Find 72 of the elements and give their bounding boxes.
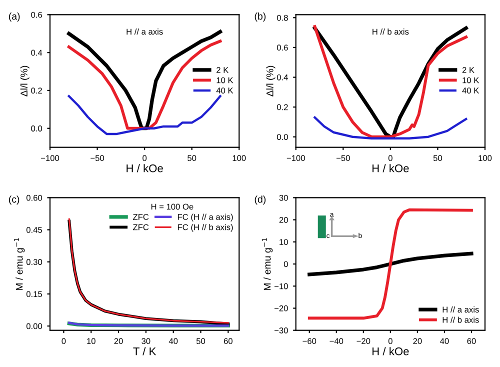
legend-label: H // a axis (442, 306, 479, 313)
y-tick-label: 0.45 (26, 226, 42, 233)
x-tick-label: 100 (232, 155, 246, 162)
y-tick-label: 0.60 (26, 194, 42, 201)
y-tick-label: 0.4 (31, 50, 42, 56)
x-tick-label: 10 (87, 338, 96, 344)
x-tick-label: 50 (196, 338, 206, 344)
x-tick-label: 50 (433, 155, 442, 162)
y-tick-label: 0.4 (276, 74, 288, 80)
x-tick-label: 30 (142, 338, 150, 344)
x-tick-label: 0 (62, 338, 66, 344)
x-axis-title: H / kOe (126, 164, 163, 172)
x-tick-label: 50 (188, 155, 196, 162)
y-tick-label: 20 (279, 216, 288, 223)
y-tick-label: 0.0 (31, 126, 42, 132)
legend-label: FC (H // a axis) (178, 214, 233, 222)
y-tick-label: −30 (274, 328, 288, 334)
x-tick-label: 40 (168, 338, 178, 344)
x-tick-label: −100 (41, 155, 60, 162)
y-tick-label: 0.8 (276, 14, 288, 21)
y-tick-label: 0.6 (276, 44, 288, 51)
legend-label: FC (H // b axis) (178, 224, 233, 232)
x-tick-label: −50 (336, 155, 350, 162)
legend-label: ZFC (133, 224, 149, 230)
y-tick-label: 0.00 (26, 323, 42, 330)
y-tick-label: 0.2 (276, 104, 288, 110)
legend-label: 2 K (462, 67, 474, 73)
x-tick-label: −100 (286, 155, 305, 162)
y-axis-title: Δl/l (%) (266, 66, 276, 96)
x-tick-label: 0 (388, 338, 392, 344)
legend-label: 40 K (462, 88, 480, 94)
x-axis-title: H / kOe (372, 347, 409, 356)
x-tick-label: 20 (413, 338, 422, 344)
y-tick-label: 0.15 (26, 291, 42, 298)
y-tick-label: 0.30 (26, 259, 42, 265)
y-tick-label: 30 (279, 194, 288, 201)
chart-title: (c) (8, 196, 20, 205)
legend-label: H // b axis (442, 316, 479, 323)
y-tick-label: 0.2 (31, 88, 42, 94)
legend-label: 40 K (216, 88, 234, 94)
chart-title: (d) (254, 196, 266, 205)
chart-title: (a) (8, 12, 20, 22)
chart-title: (b) (254, 12, 266, 22)
x-tick-label: −20 (356, 338, 370, 344)
x-tick-label: 0 (142, 155, 147, 162)
y-tick-label: 0 (284, 261, 288, 268)
annotation: H // a axis (126, 28, 163, 35)
x-tick-label: 40 (440, 338, 449, 344)
y-tick-label: 0.0 (276, 134, 288, 140)
x-axis-title: H / kOe (372, 164, 409, 172)
x-tick-label: −40 (330, 338, 344, 344)
y-tick-label: −10 (274, 283, 288, 290)
x-axis-title: T / K (133, 347, 156, 356)
annotation: H // b axis (372, 28, 409, 35)
x-tick-label: −60 (302, 338, 316, 344)
y-tick-label: 10 (280, 239, 288, 245)
y-axis-title: M / emu g$^{−1}$ (262, 238, 273, 290)
x-tick-label: 60 (467, 338, 476, 344)
legend-label: 10 K (462, 77, 480, 84)
x-tick-label: 60 (224, 338, 232, 344)
y-tick-label: 0.6 (31, 12, 42, 18)
x-tick-label: −50 (90, 155, 104, 162)
legend-label: 10 K (216, 77, 234, 84)
x-tick-label: 0 (388, 155, 392, 162)
x-tick-label: 20 (114, 338, 123, 344)
legend-label: 2 K (216, 67, 229, 73)
x-tick-label: 100 (478, 155, 492, 162)
legend-label: ZFC (133, 214, 149, 220)
y-axis-title: Δl/l (%) (20, 66, 30, 96)
legend-title: H = 100 Oe (151, 204, 194, 210)
y-tick-label: −20 (274, 305, 288, 312)
y-axis-title: M / emu g$^{−1}$ (14, 238, 25, 290)
